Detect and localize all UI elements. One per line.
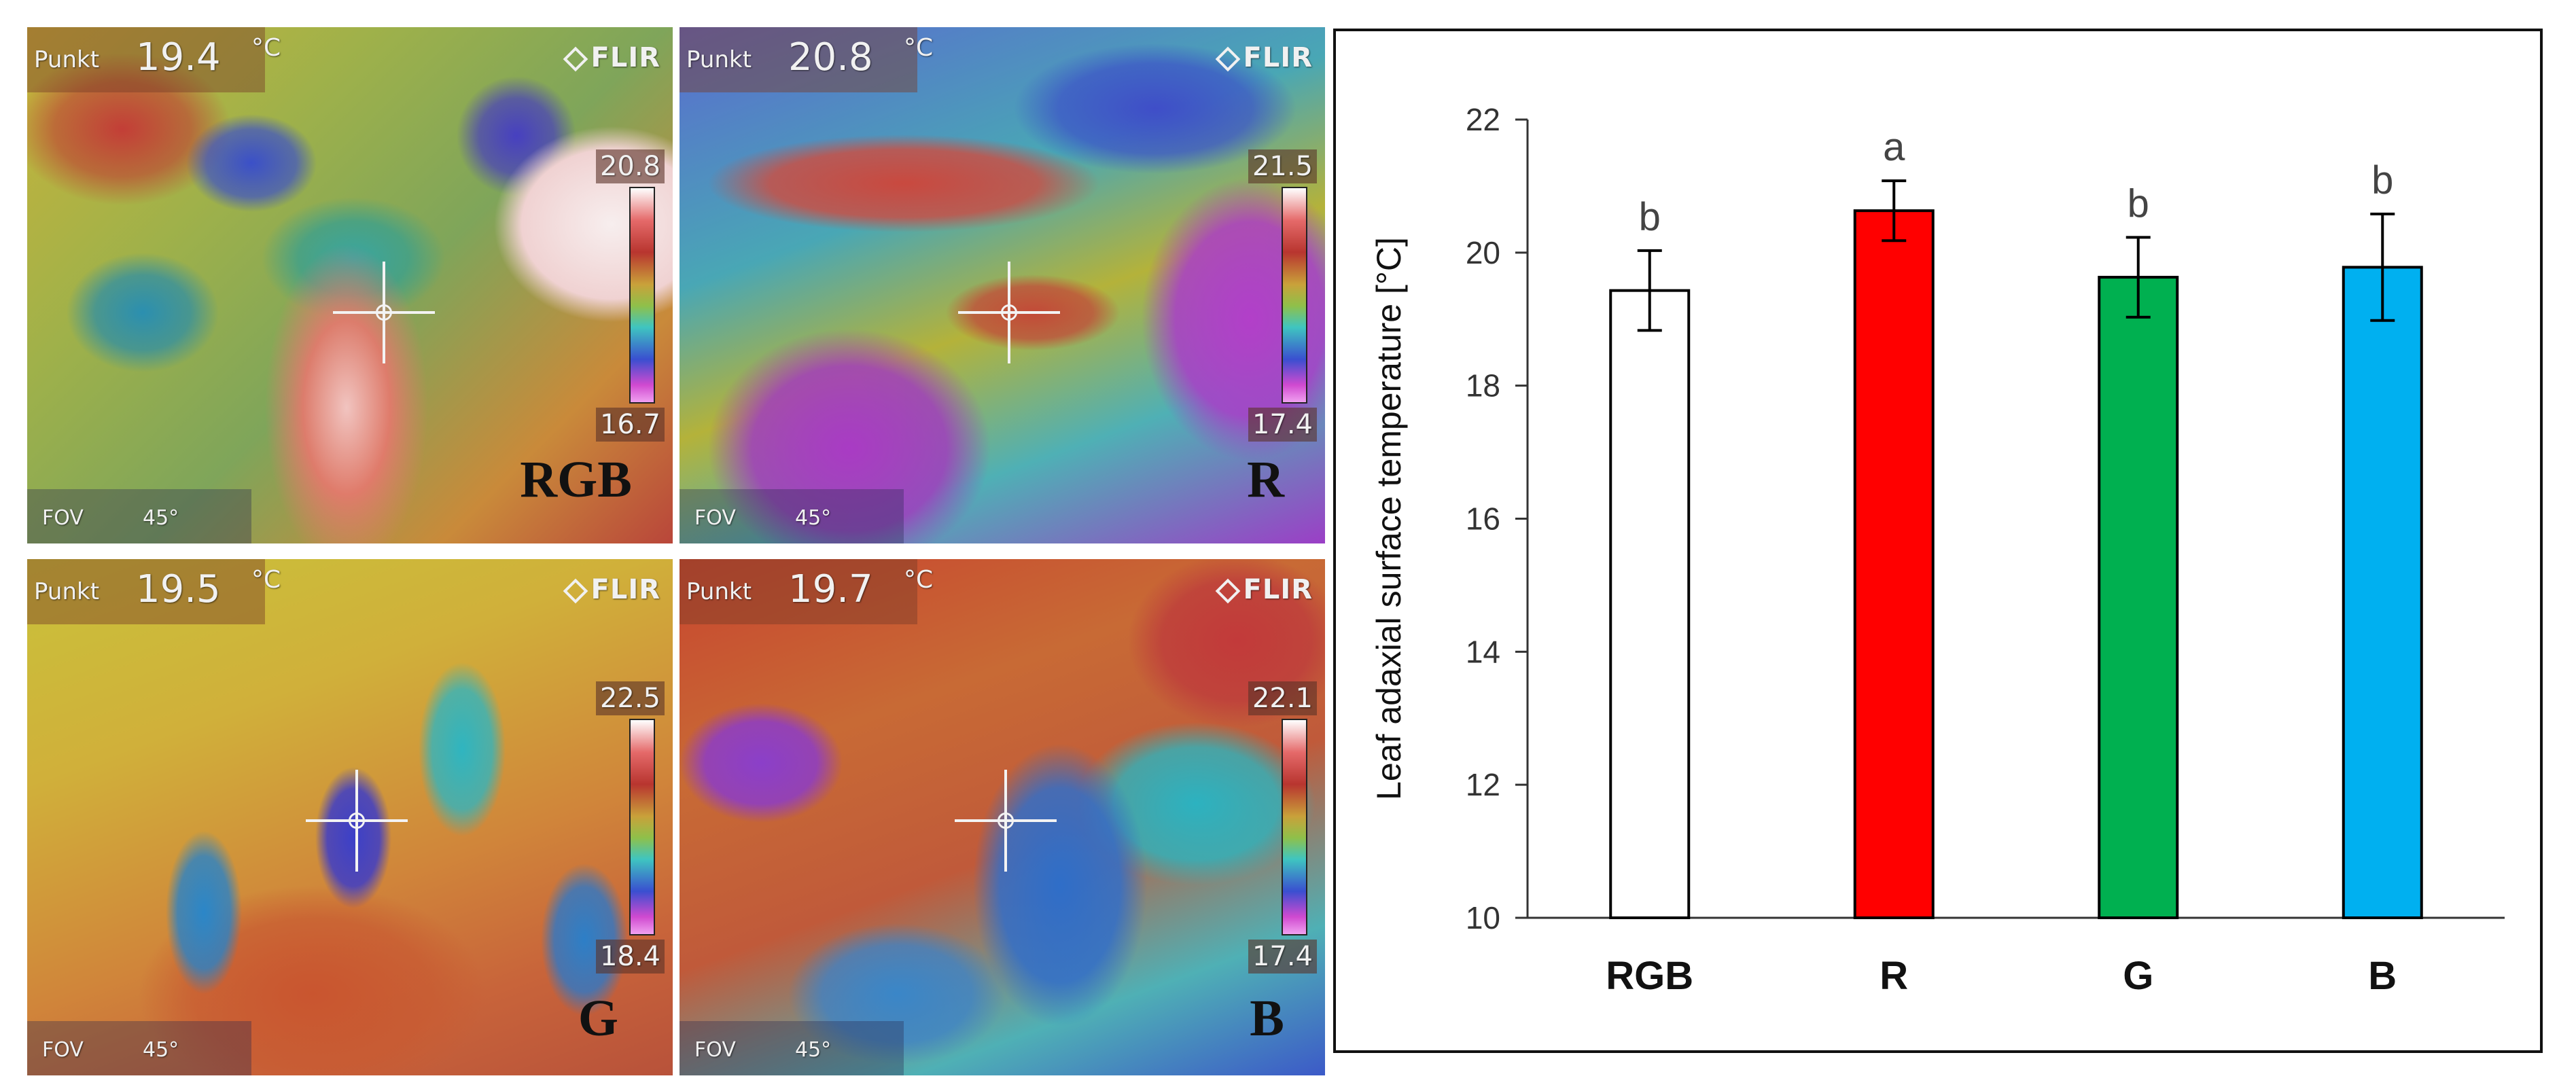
scale-max: 20.8 <box>595 149 665 183</box>
reading-unit: °C <box>904 566 934 594</box>
flir-diamond-icon <box>1215 46 1240 72</box>
thermal-image-g: Punkt 19.5 °C FLIR 22.5 18.4 FOV 45° G <box>27 559 673 1075</box>
y-tick-label: 14 <box>1466 634 1500 669</box>
reading-banner <box>27 27 265 92</box>
significance-letter: b <box>2371 158 2393 202</box>
scale-max: 22.1 <box>1248 681 1317 715</box>
y-tick-label: 12 <box>1466 767 1500 802</box>
spot-reading: 19.7 <box>788 567 873 611</box>
y-tick-label: 10 <box>1466 900 1500 935</box>
thermal-image-rgb: Punkt 19.4 °C FLIR 20.8 16.7 FOV 45° RGB <box>27 27 673 543</box>
fov-banner <box>680 1021 904 1075</box>
significance-letter: a <box>1883 125 1905 169</box>
fov-label: FOV <box>694 1038 736 1062</box>
flir-diamond-icon <box>563 578 588 604</box>
reading-banner <box>680 27 917 92</box>
panel-label: R <box>1247 451 1284 508</box>
thermal-background <box>27 27 673 543</box>
significance-letter: b <box>1639 195 1661 239</box>
thermal-background <box>680 27 1325 543</box>
crosshair-icon <box>955 770 1057 872</box>
panel-label: RGB <box>520 451 632 508</box>
x-category-label: G <box>2123 954 2153 998</box>
spot-reading: 20.8 <box>788 35 873 79</box>
flir-logo: FLIR <box>563 574 661 605</box>
temperature-colorbar <box>629 187 655 404</box>
y-tick-label: 22 <box>1466 102 1500 137</box>
spot-reading: 19.5 <box>136 567 221 611</box>
y-tick-label: 20 <box>1466 235 1500 270</box>
thermal-image-b: Punkt 19.7 °C FLIR 22.1 17.4 FOV 45° B <box>680 559 1325 1075</box>
y-axis-label: Leaf adaxial surface temperature [°C] <box>1370 237 1408 800</box>
reading-unit: °C <box>251 34 281 62</box>
bar <box>1609 289 1691 920</box>
scale-min: 16.7 <box>595 408 665 442</box>
flir-logo: FLIR <box>1215 42 1313 73</box>
flir-logo: FLIR <box>563 42 661 73</box>
fov-label: FOV <box>694 506 736 530</box>
punkt-label: Punkt <box>686 578 752 605</box>
significance-letter: b <box>2128 181 2149 226</box>
x-category-label: RGB <box>1606 954 1693 998</box>
panel-label: B <box>1250 990 1284 1047</box>
reading-unit: °C <box>904 34 934 62</box>
bar <box>2342 266 2423 919</box>
bar-chart: 10 12 14 16 18 20 22 Leaf adaxial surface tempe… <box>1370 102 2505 998</box>
fov-banner <box>27 1021 251 1075</box>
reading-banner <box>680 559 917 624</box>
temperature-colorbar <box>1282 719 1307 935</box>
scale-min: 18.4 <box>595 940 665 974</box>
punkt-label: Punkt <box>686 46 752 73</box>
flir-diamond-icon <box>563 46 588 72</box>
y-tick-label: 16 <box>1466 501 1500 537</box>
thermal-image-r: Punkt 20.8 °C FLIR 21.5 17.4 FOV 45° R <box>680 27 1325 543</box>
punkt-label: Punkt <box>34 46 100 73</box>
fov-label: FOV <box>42 1038 84 1062</box>
crosshair-icon <box>333 262 435 363</box>
crosshair-icon <box>958 262 1060 363</box>
fov-value: 45° <box>795 1038 832 1062</box>
crosshair-icon <box>306 770 408 872</box>
fov-value: 45° <box>795 506 832 530</box>
flir-logo: FLIR <box>1215 574 1313 605</box>
punkt-label: Punkt <box>34 578 100 605</box>
x-category-label: R <box>1880 954 1908 998</box>
panel-label: G <box>578 990 618 1047</box>
reading-banner <box>27 559 265 624</box>
scale-max: 21.5 <box>1248 149 1317 183</box>
fov-label: FOV <box>42 506 84 530</box>
spot-reading: 19.4 <box>136 35 221 79</box>
bar <box>2098 276 2179 919</box>
bar <box>1853 209 1935 919</box>
chart-frame: 10 12 14 16 18 20 22 Leaf adaxial surface tempe… <box>1333 29 2543 1053</box>
temperature-colorbar <box>629 719 655 935</box>
y-tick-label: 18 <box>1466 368 1500 404</box>
fov-banner <box>680 489 904 543</box>
fov-value: 45° <box>143 506 179 530</box>
scale-max: 22.5 <box>595 681 665 715</box>
fov-value: 45° <box>143 1038 179 1062</box>
reading-unit: °C <box>251 566 281 594</box>
scale-min: 17.4 <box>1248 408 1317 442</box>
fov-banner <box>27 489 251 543</box>
temperature-colorbar <box>1282 187 1307 404</box>
scale-min: 17.4 <box>1248 940 1317 974</box>
flir-diamond-icon <box>1215 578 1240 604</box>
x-category-label: B <box>2368 954 2397 998</box>
